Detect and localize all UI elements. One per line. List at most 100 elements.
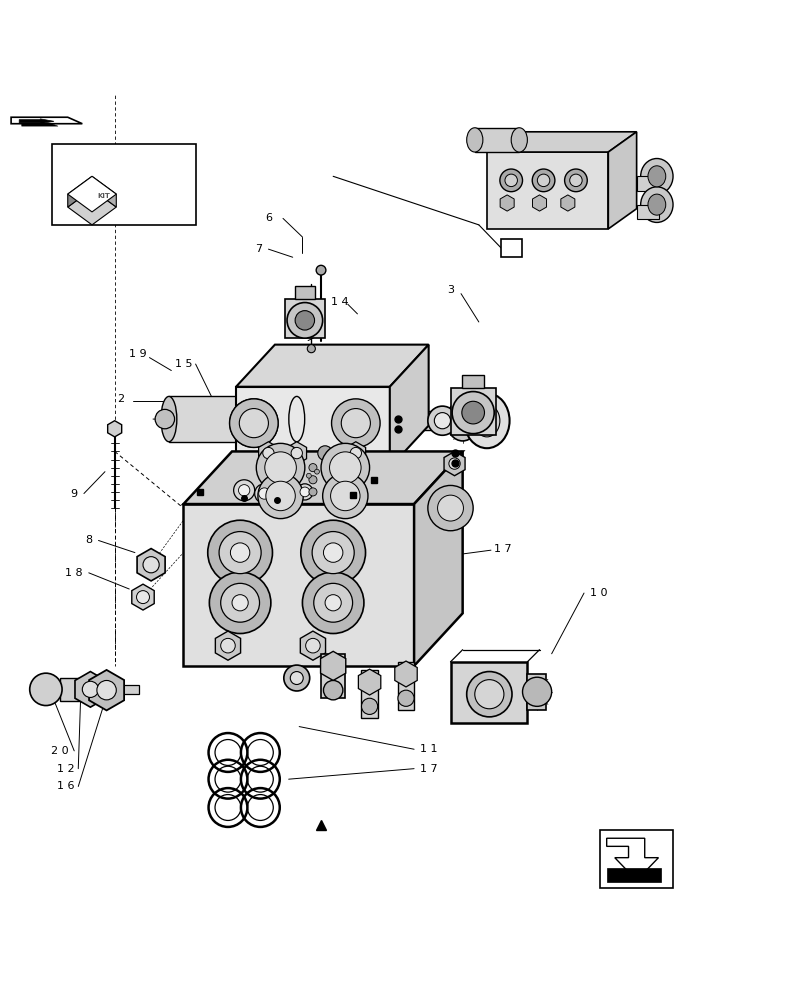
Polygon shape [389,411,442,430]
Circle shape [307,44,314,50]
Polygon shape [19,119,54,124]
Circle shape [324,595,341,611]
Text: 1 3=: 1 3= [120,196,145,206]
Circle shape [221,583,260,622]
Circle shape [314,469,319,474]
Polygon shape [461,375,484,388]
Circle shape [299,487,309,497]
Circle shape [437,495,463,521]
Polygon shape [286,442,307,464]
Circle shape [234,480,255,501]
Polygon shape [345,442,365,464]
Circle shape [452,392,494,434]
Circle shape [474,680,504,709]
Polygon shape [606,838,658,880]
Text: 8: 8 [85,535,92,545]
Polygon shape [526,674,545,710]
Polygon shape [258,442,278,464]
Polygon shape [169,396,296,442]
Text: 3: 3 [447,285,453,295]
Polygon shape [11,117,82,124]
Ellipse shape [640,159,672,194]
Circle shape [230,399,278,447]
Polygon shape [22,124,58,126]
Polygon shape [285,299,324,338]
Circle shape [504,174,517,187]
Circle shape [531,169,554,192]
Polygon shape [92,176,116,207]
Polygon shape [183,451,462,504]
Polygon shape [236,387,389,468]
Polygon shape [75,672,105,707]
Circle shape [230,399,278,447]
Polygon shape [389,345,428,468]
Polygon shape [215,631,240,660]
Circle shape [221,638,235,653]
Circle shape [305,638,320,653]
Polygon shape [532,195,546,211]
Circle shape [239,409,268,438]
Circle shape [308,488,316,496]
Circle shape [330,481,359,511]
Circle shape [143,557,159,573]
Text: KIT: KIT [73,193,86,199]
Circle shape [537,174,549,187]
Text: 7: 7 [255,244,262,254]
Text: 1 7: 1 7 [494,544,511,554]
Text: 1 1: 1 1 [419,744,437,754]
Circle shape [361,698,377,714]
Ellipse shape [474,405,500,437]
Polygon shape [183,504,414,666]
Circle shape [564,169,586,192]
Circle shape [320,443,369,492]
Polygon shape [320,654,345,698]
Circle shape [522,677,551,706]
Text: 1 5: 1 5 [174,359,192,369]
Text: KIT: KIT [97,193,110,199]
Polygon shape [607,132,636,229]
Circle shape [300,520,365,585]
Polygon shape [294,286,314,299]
Circle shape [97,680,116,700]
Circle shape [341,409,370,438]
Circle shape [258,473,303,519]
Text: 1 2: 1 2 [58,764,75,774]
Circle shape [308,464,316,472]
Circle shape [466,672,512,717]
Circle shape [350,447,361,459]
Polygon shape [131,584,154,610]
Bar [636,176,659,191]
Ellipse shape [647,166,665,187]
Circle shape [331,399,380,447]
Polygon shape [397,662,414,710]
Polygon shape [137,549,165,581]
Circle shape [290,672,303,685]
Ellipse shape [446,400,478,441]
Polygon shape [560,195,574,211]
Text: 1 8: 1 8 [66,568,83,578]
Circle shape [238,485,250,496]
Circle shape [30,673,62,706]
Text: 1 0: 1 0 [589,588,607,598]
Circle shape [461,401,484,424]
Circle shape [219,532,261,574]
Text: 1: 1 [507,243,514,253]
Circle shape [311,532,354,574]
Circle shape [284,665,309,691]
Circle shape [290,447,302,459]
Circle shape [296,484,312,500]
Ellipse shape [466,128,483,152]
Circle shape [230,543,250,562]
Circle shape [155,409,174,429]
Circle shape [315,265,325,275]
Circle shape [136,591,149,604]
Polygon shape [67,176,92,207]
Polygon shape [444,451,465,476]
Polygon shape [361,670,377,718]
Circle shape [500,169,522,192]
Circle shape [569,174,581,187]
Text: 2: 2 [118,394,125,404]
Polygon shape [394,661,417,687]
Circle shape [256,443,304,492]
Circle shape [294,311,314,330]
